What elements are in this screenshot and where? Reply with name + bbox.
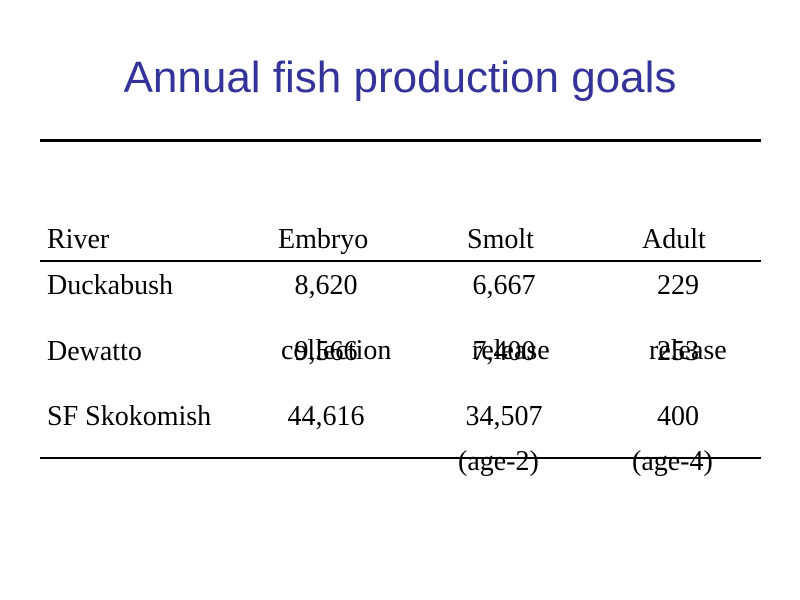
header-adult-line-1: Adult — [642, 224, 706, 255]
header-smolt-line-2: release — [472, 335, 550, 366]
table-row-3-river: SF Skokomish — [47, 401, 212, 432]
header-adult-line-2: release — [649, 335, 727, 366]
table-row-2-embryo: 9,566 — [294, 336, 358, 367]
table-top-rule — [40, 139, 761, 142]
table-row-3-smolt: 34,507 — [465, 401, 543, 432]
header-embryo-line-2: collection — [281, 335, 392, 366]
table-header-rule — [40, 260, 761, 262]
header-adult-line-3: (age-4) — [632, 446, 713, 477]
slide-title: Annual fish production goals — [123, 53, 677, 102]
table-row-2-smolt: 7,400 — [472, 336, 536, 367]
table-row-2-adult: 253 — [657, 336, 699, 367]
table-row-1-adult: 229 — [657, 270, 699, 301]
table-row-3-adult: 400 — [657, 401, 699, 432]
table-row-3-embryo: 44,616 — [287, 401, 365, 432]
table-row-1-embryo: 8,620 — [294, 270, 358, 301]
table-row-1-river: Duckabush — [47, 270, 173, 301]
header-river-line-1: River — [47, 224, 110, 255]
header-river: River — [47, 147, 109, 295]
header-smolt-line-3: (age-2) — [458, 446, 539, 477]
header-adult-release: Adult release (age-4) — [632, 147, 727, 517]
header-smolt-line-1: Smolt — [467, 224, 534, 255]
table-row-1-smolt: 6,667 — [472, 270, 536, 301]
table-row-2-river: Dewatto — [47, 336, 142, 367]
table-bottom-rule — [40, 457, 761, 459]
header-smolt-release: Smolt release (age-2) — [458, 147, 550, 517]
header-embryo-collection: Embryo collection — [276, 147, 391, 406]
header-embryo-line-1: Embryo — [278, 224, 369, 255]
